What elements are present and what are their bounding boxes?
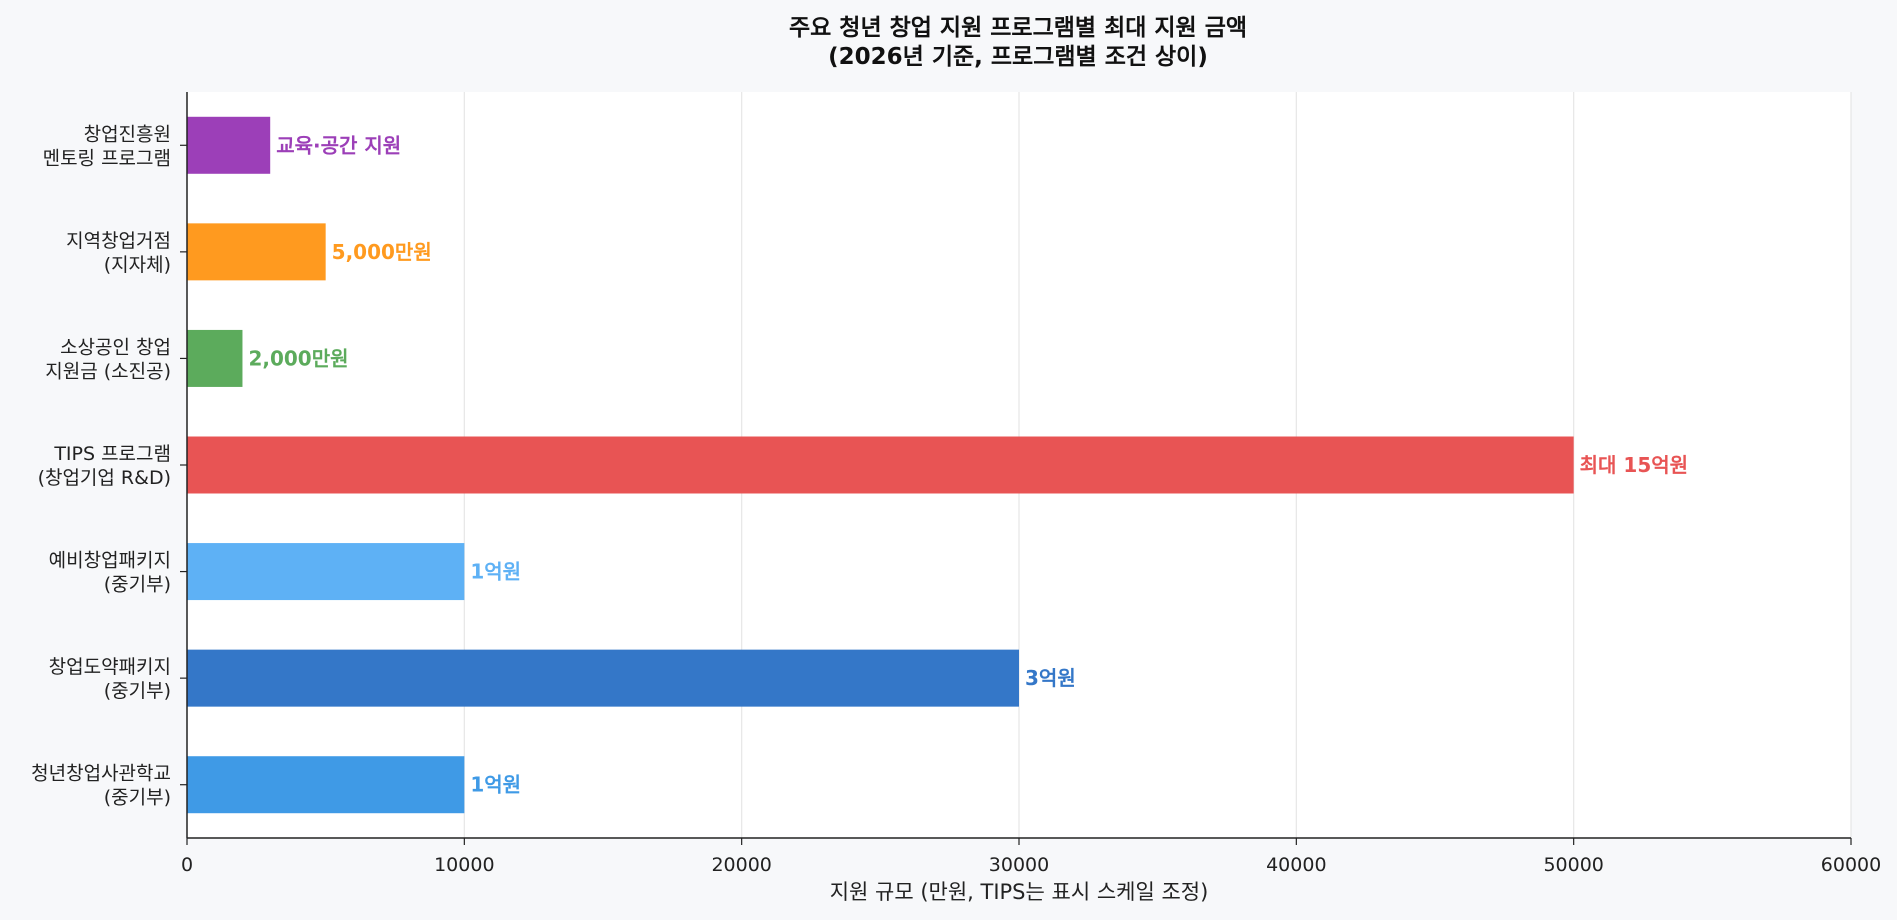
category-label: 창업진흥원 — [84, 123, 171, 145]
bar — [187, 116, 271, 174]
category-label: (지자체) — [104, 254, 171, 276]
bar — [187, 329, 243, 387]
bar — [187, 756, 465, 814]
bar — [187, 543, 465, 601]
category-label: 창업도약패키지 — [49, 656, 171, 678]
category-label: (중기부) — [104, 787, 171, 809]
bar-data-label: 2,000만원 — [248, 346, 348, 370]
category-label: (중기부) — [104, 574, 171, 596]
x-tick-label: 0 — [181, 854, 193, 876]
bar — [187, 649, 1019, 707]
bar — [187, 223, 326, 281]
category-label: 지원금 (소진공) — [45, 360, 171, 382]
x-tick-label: 10000 — [434, 854, 494, 876]
x-tick-label: 20000 — [711, 854, 771, 876]
category-label: (중기부) — [104, 680, 171, 702]
x-tick-label: 50000 — [1543, 854, 1603, 876]
x-tick-label: 40000 — [1266, 854, 1326, 876]
category-label: 청년창업사관학교 — [31, 763, 171, 785]
bar-data-label: 3억원 — [1025, 666, 1076, 690]
bar-data-label: 1억원 — [470, 773, 521, 797]
category-label: 예비창업패키지 — [49, 550, 171, 572]
category-label: (창업기업 R&D) — [38, 467, 171, 489]
category-label: 소상공인 창업 — [60, 336, 171, 358]
category-label: 지역창업거점 — [66, 230, 171, 252]
chart-title-line-2: (2026년 기준, 프로그램별 조건 상이) — [828, 44, 1208, 70]
category-label: 멘토링 프로그램 — [43, 147, 171, 169]
chart-title-line-1: 주요 청년 창업 지원 프로그램별 최대 지원 금액 — [789, 15, 1247, 41]
x-axis-label: 지원 규모 (만원, TIPS는 표시 스케일 조정) — [830, 880, 1209, 904]
bar — [187, 436, 1574, 494]
x-tick-label: 30000 — [989, 854, 1049, 876]
category-label: TIPS 프로그램 — [53, 443, 171, 465]
bar-data-label: 5,000만원 — [332, 240, 432, 264]
x-tick-label: 60000 — [1821, 854, 1881, 876]
bar-data-label: 교육·공간 지원 — [276, 133, 401, 157]
bar-data-label: 1억원 — [470, 560, 521, 584]
bar-data-label: 최대 15억원 — [1580, 453, 1688, 477]
